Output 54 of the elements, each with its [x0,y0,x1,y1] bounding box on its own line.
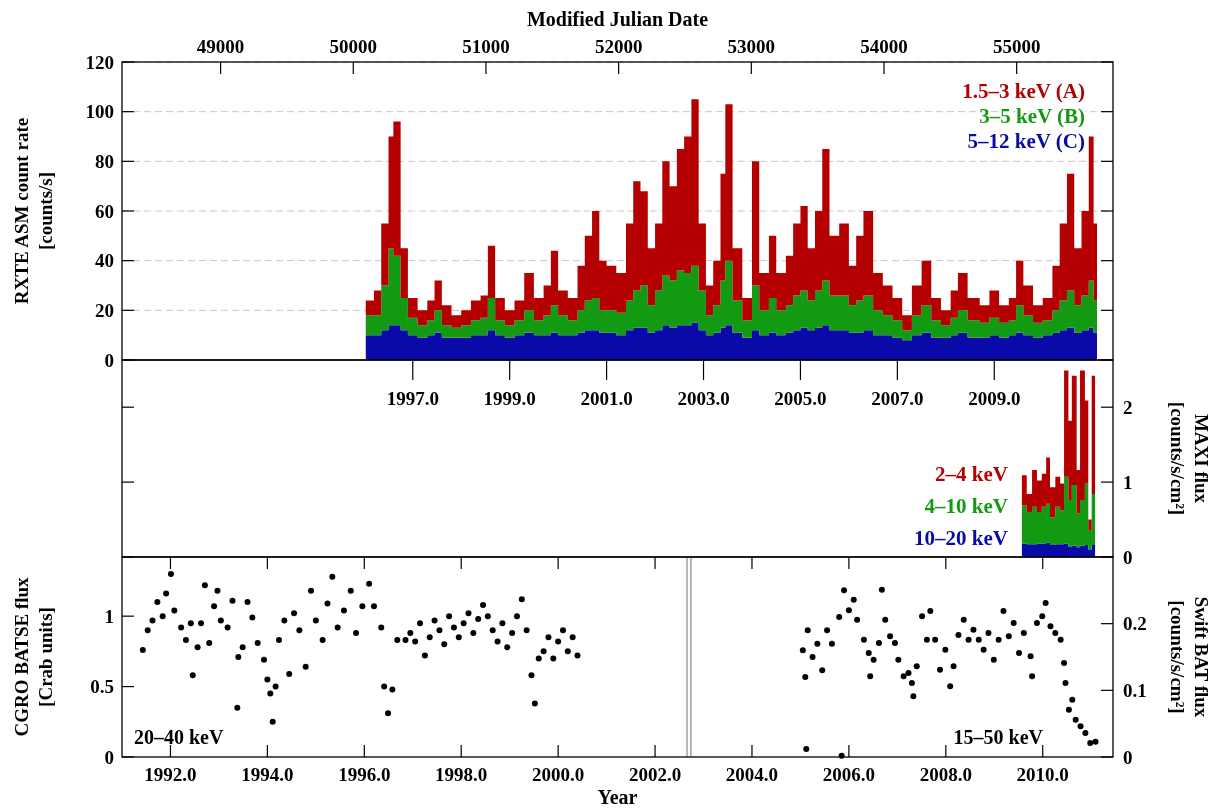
series-label: 4–10 keV [924,494,1008,518]
y-tick-label: 0.5 [90,676,114,698]
y-tick-label: 40 [95,250,114,272]
x-tick-label: 2001.0 [580,388,633,409]
x2-tick-label: 55000 [992,36,1041,57]
x-tick-label: 1996.0 [338,764,391,785]
x-tick-label: 2009.0 [968,388,1021,409]
series-label: 1.5–3 keV (A) [962,79,1085,103]
series-label: 2–4 keV [934,462,1008,486]
x2-tick-label: 52000 [594,36,643,57]
x-tick-label: 2000.0 [532,764,585,785]
x2-tick-label: 53000 [727,36,776,57]
x-tick-label: 2007.0 [871,388,924,409]
y2-axis-title: MAXI flux [counts/s/cm²] [1167,401,1212,516]
y-tick-label: 120 [85,51,114,73]
x-tick-label: 2002.0 [628,764,682,785]
x-tick-label: 1998.0 [435,764,488,785]
x-tick-label: 1997.0 [386,388,439,409]
x-tick-label: 1999.0 [483,388,536,409]
series-label: 10–20 keV [913,526,1008,550]
y2-tick-label: 0 [1123,746,1133,768]
y2-tick-label: 2 [1123,396,1133,418]
y-tick-label: 0 [104,746,114,768]
y2-axis-title: Swift BAT flux [counts/s/cm²] [1167,596,1212,718]
x-axis-title: Year [597,786,638,808]
y-tick-label: 1 [104,605,114,627]
y-tick-label: 0 [104,349,114,371]
text: 5–12 keV (C) [967,129,1085,153]
y2-tick-label: 1 [1123,471,1133,493]
annotation: 20–40 keV [134,726,224,748]
x2-tick-label: 51000 [462,36,510,57]
text: 3–5 keV (B) [979,104,1085,128]
y2-tick-label: 0.1 [1123,679,1147,701]
x2-tick-label: 54000 [860,36,908,57]
x-tick-label: 2010.0 [1016,764,1069,785]
y-axis-title: CGRO BATSE flux [Crab units] [11,576,56,737]
y-tick-label: 80 [95,150,114,172]
x2-tick-label: 49000 [196,36,245,57]
x-tick-label: 2008.0 [919,764,972,785]
y2-tick-label: 0.2 [1123,613,1147,635]
y-tick-label: 60 [95,200,114,222]
x2-axis-title: Modified Julian Date [526,8,709,30]
x-tick-label: 2003.0 [677,388,730,409]
y2-tick-label: 0 [1123,546,1133,568]
y-tick-label: 100 [85,101,114,123]
y-axis-title: RXTE ASM count rate [counts/s] [11,117,56,305]
x-tick-label: 2006.0 [822,764,876,785]
annotation: 15–50 keV [953,726,1044,748]
x-tick-label: 2004.0 [725,764,779,785]
x-tick-label: 1994.0 [241,764,294,785]
y-tick-label: 20 [95,299,114,321]
x2-tick-label: 50000 [329,36,378,57]
x-tick-label: 2005.0 [774,388,827,409]
x-tick-label: 1992.0 [144,764,197,785]
